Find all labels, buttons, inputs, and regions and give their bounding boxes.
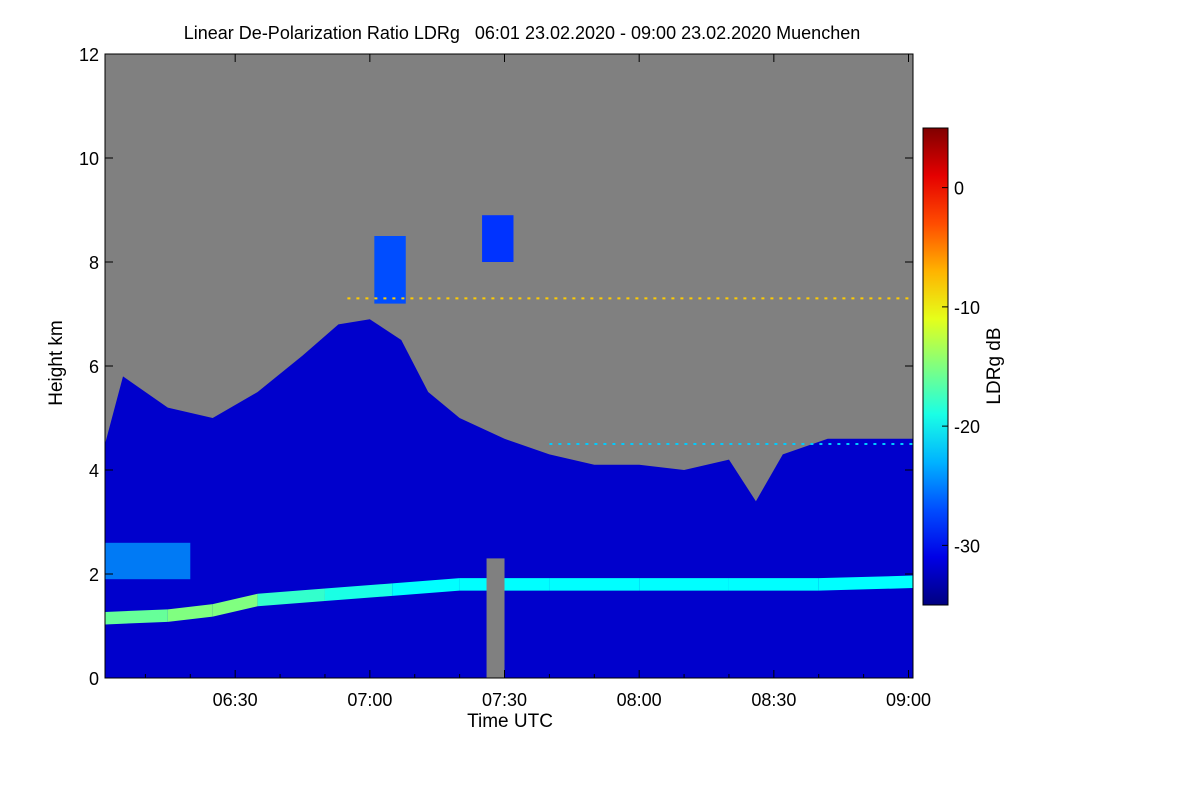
x-tick-label: 06:30 xyxy=(213,690,258,710)
y-tick-label: 10 xyxy=(79,149,99,169)
colorbar-scale xyxy=(922,127,949,606)
colorbar-tick-label: 0 xyxy=(954,179,964,199)
y-tick-label: 0 xyxy=(89,669,99,689)
boundary-layer-segment xyxy=(212,593,258,617)
x-tick-label: 07:30 xyxy=(482,690,527,710)
boundary-layer-segment xyxy=(167,604,213,622)
colorbar-tick-label: -20 xyxy=(954,417,980,437)
x-axis-label: Time UTC xyxy=(467,711,553,732)
colorbar: 0 -10 -20 -30 xyxy=(922,127,980,606)
residual-layer xyxy=(105,542,191,580)
x-tick-label: 08:30 xyxy=(751,690,796,710)
y-tick-label: 2 xyxy=(89,565,99,585)
colorbar-tick-label: -10 xyxy=(954,298,980,318)
boundary-layer-segment xyxy=(105,609,168,625)
boundary-layer-segment xyxy=(392,578,460,596)
boundary-layer-segment xyxy=(257,588,325,607)
y-tick-label: 12 xyxy=(79,45,99,65)
boundary-layer-segment xyxy=(728,578,819,591)
cirrus-patch xyxy=(482,215,514,262)
boundary-layer-segment xyxy=(549,578,640,591)
x-tick-label: 09:00 xyxy=(886,690,931,710)
y-axis-label: Height km xyxy=(46,320,67,406)
chart-title: Linear De-Polarization Ratio LDRg 06:01 … xyxy=(184,23,860,43)
cirrus-patch xyxy=(374,236,406,304)
y-tick-label: 6 xyxy=(89,357,99,377)
x-tick-label: 07:00 xyxy=(347,690,392,710)
x-tick-label: 08:00 xyxy=(617,690,662,710)
colorbar-label: LDRg dB xyxy=(984,327,1005,404)
colorbar-tick-label: -30 xyxy=(954,536,980,556)
y-tick-label: 4 xyxy=(89,461,99,481)
plot-area xyxy=(105,54,913,678)
y-tick-label: 8 xyxy=(89,253,99,273)
boundary-layer-segment xyxy=(639,578,729,591)
y-axis: 0 2 4 6 8 10 12 xyxy=(79,45,913,689)
boundary-layer-segment xyxy=(324,583,393,602)
data-gap xyxy=(486,558,505,678)
x-axis: 06:30 07:00 07:30 08:00 08:30 09:00 xyxy=(144,54,931,710)
boundary-layer-segment xyxy=(818,575,913,591)
